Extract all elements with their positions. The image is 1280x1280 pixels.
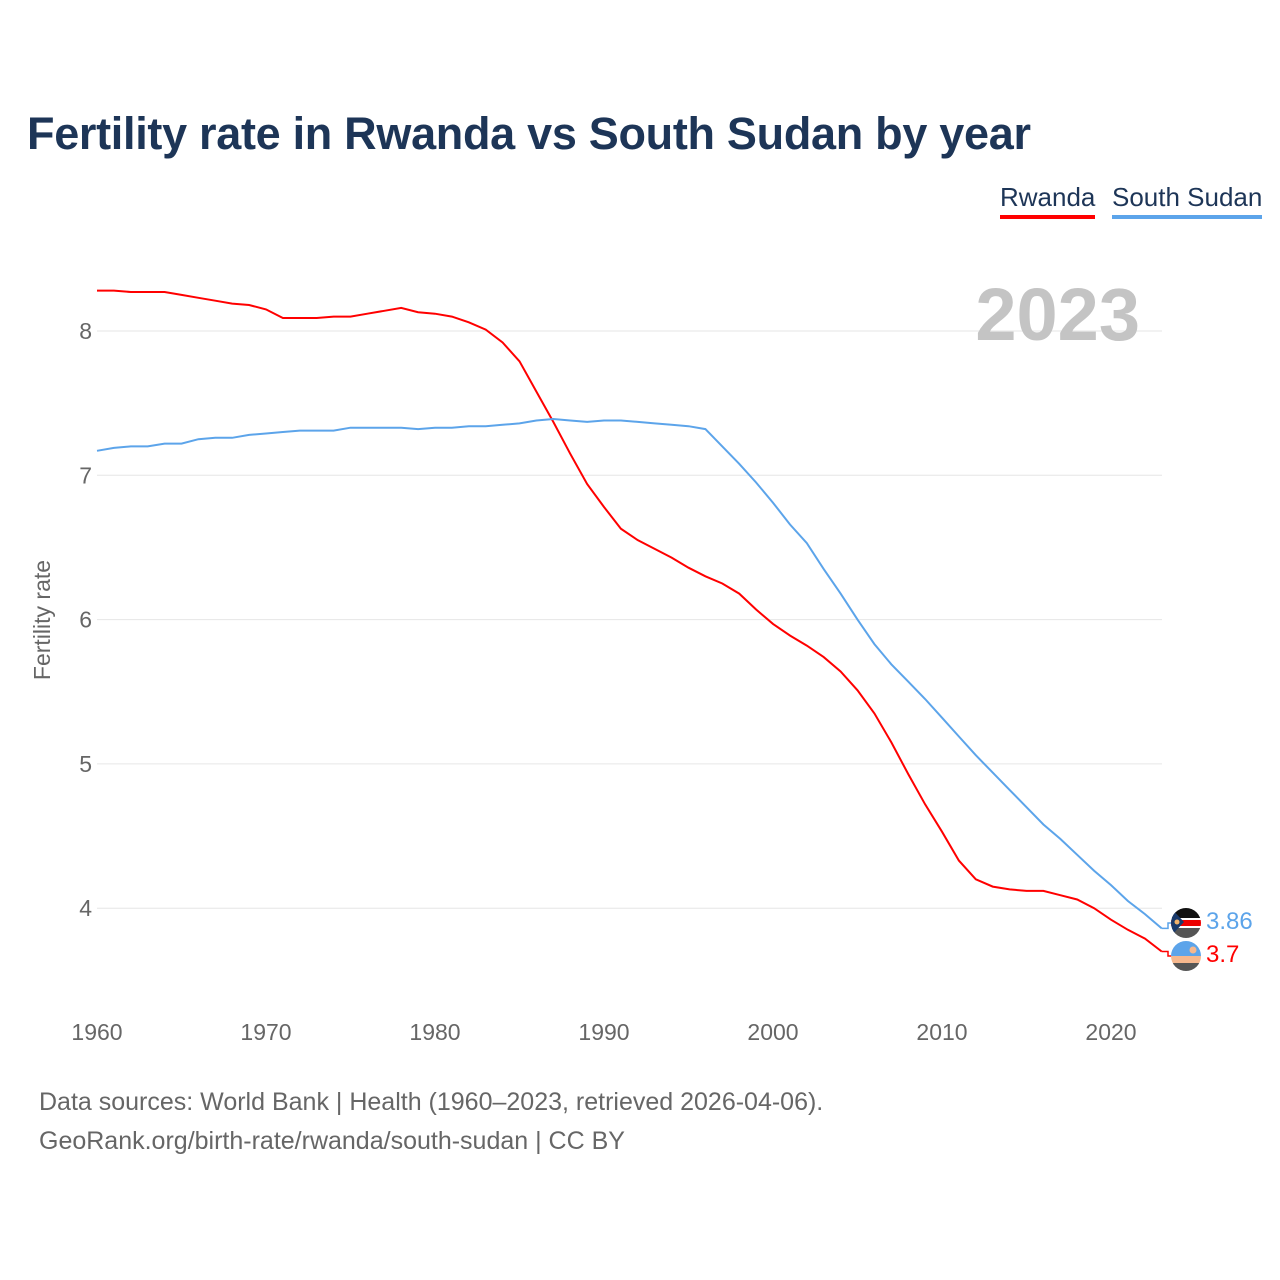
y-tick-label: 4 (79, 895, 92, 921)
x-tick-label: 1990 (578, 1019, 629, 1045)
legend-rwanda[interactable]: Rwanda (1000, 182, 1096, 219)
y-tick-label: 8 (79, 318, 92, 344)
end-connector (1161, 922, 1172, 930)
x-tick-label: 1960 (71, 1019, 122, 1045)
south-sudan-end-value: 3.86 (1206, 908, 1253, 935)
x-tick-label: 2010 (916, 1019, 967, 1045)
x-tick-label: 2020 (1085, 1019, 1136, 1045)
series-line-south-sudan (96, 417, 1163, 930)
end-connector (1161, 950, 1172, 957)
legend-south-sudan[interactable]: South Sudan (1112, 182, 1263, 219)
footer-link[interactable]: GeoRank.org/birth-rate/rwanda/south-suda… (39, 1127, 625, 1155)
x-tick-label: 2000 (747, 1019, 798, 1045)
year-label: 2023 (975, 273, 1140, 356)
south-sudan-flag-icon (1171, 908, 1201, 938)
line-chart: 4 5 6 7 8 1960 1970 1980 1990 2000 2010 2020 2023 F… (29, 273, 1253, 1045)
x-tick-label: 1970 (240, 1019, 291, 1045)
chart-title: Fertility rate in Rwanda vs South Sudan … (27, 108, 1031, 159)
footer-sources: Data sources: World Bank | Health (1960–… (39, 1088, 824, 1116)
rwanda-flag-icon (1171, 941, 1201, 971)
y-tick-label: 6 (79, 607, 92, 633)
y-tick-label: 5 (79, 751, 92, 777)
y-tick-label: 7 (79, 462, 92, 488)
y-axis-label: Fertility rate (29, 560, 55, 680)
rwanda-end-value: 3.7 (1206, 941, 1239, 968)
series-line-rwanda (97, 289, 1163, 953)
x-tick-label: 1980 (409, 1019, 460, 1045)
